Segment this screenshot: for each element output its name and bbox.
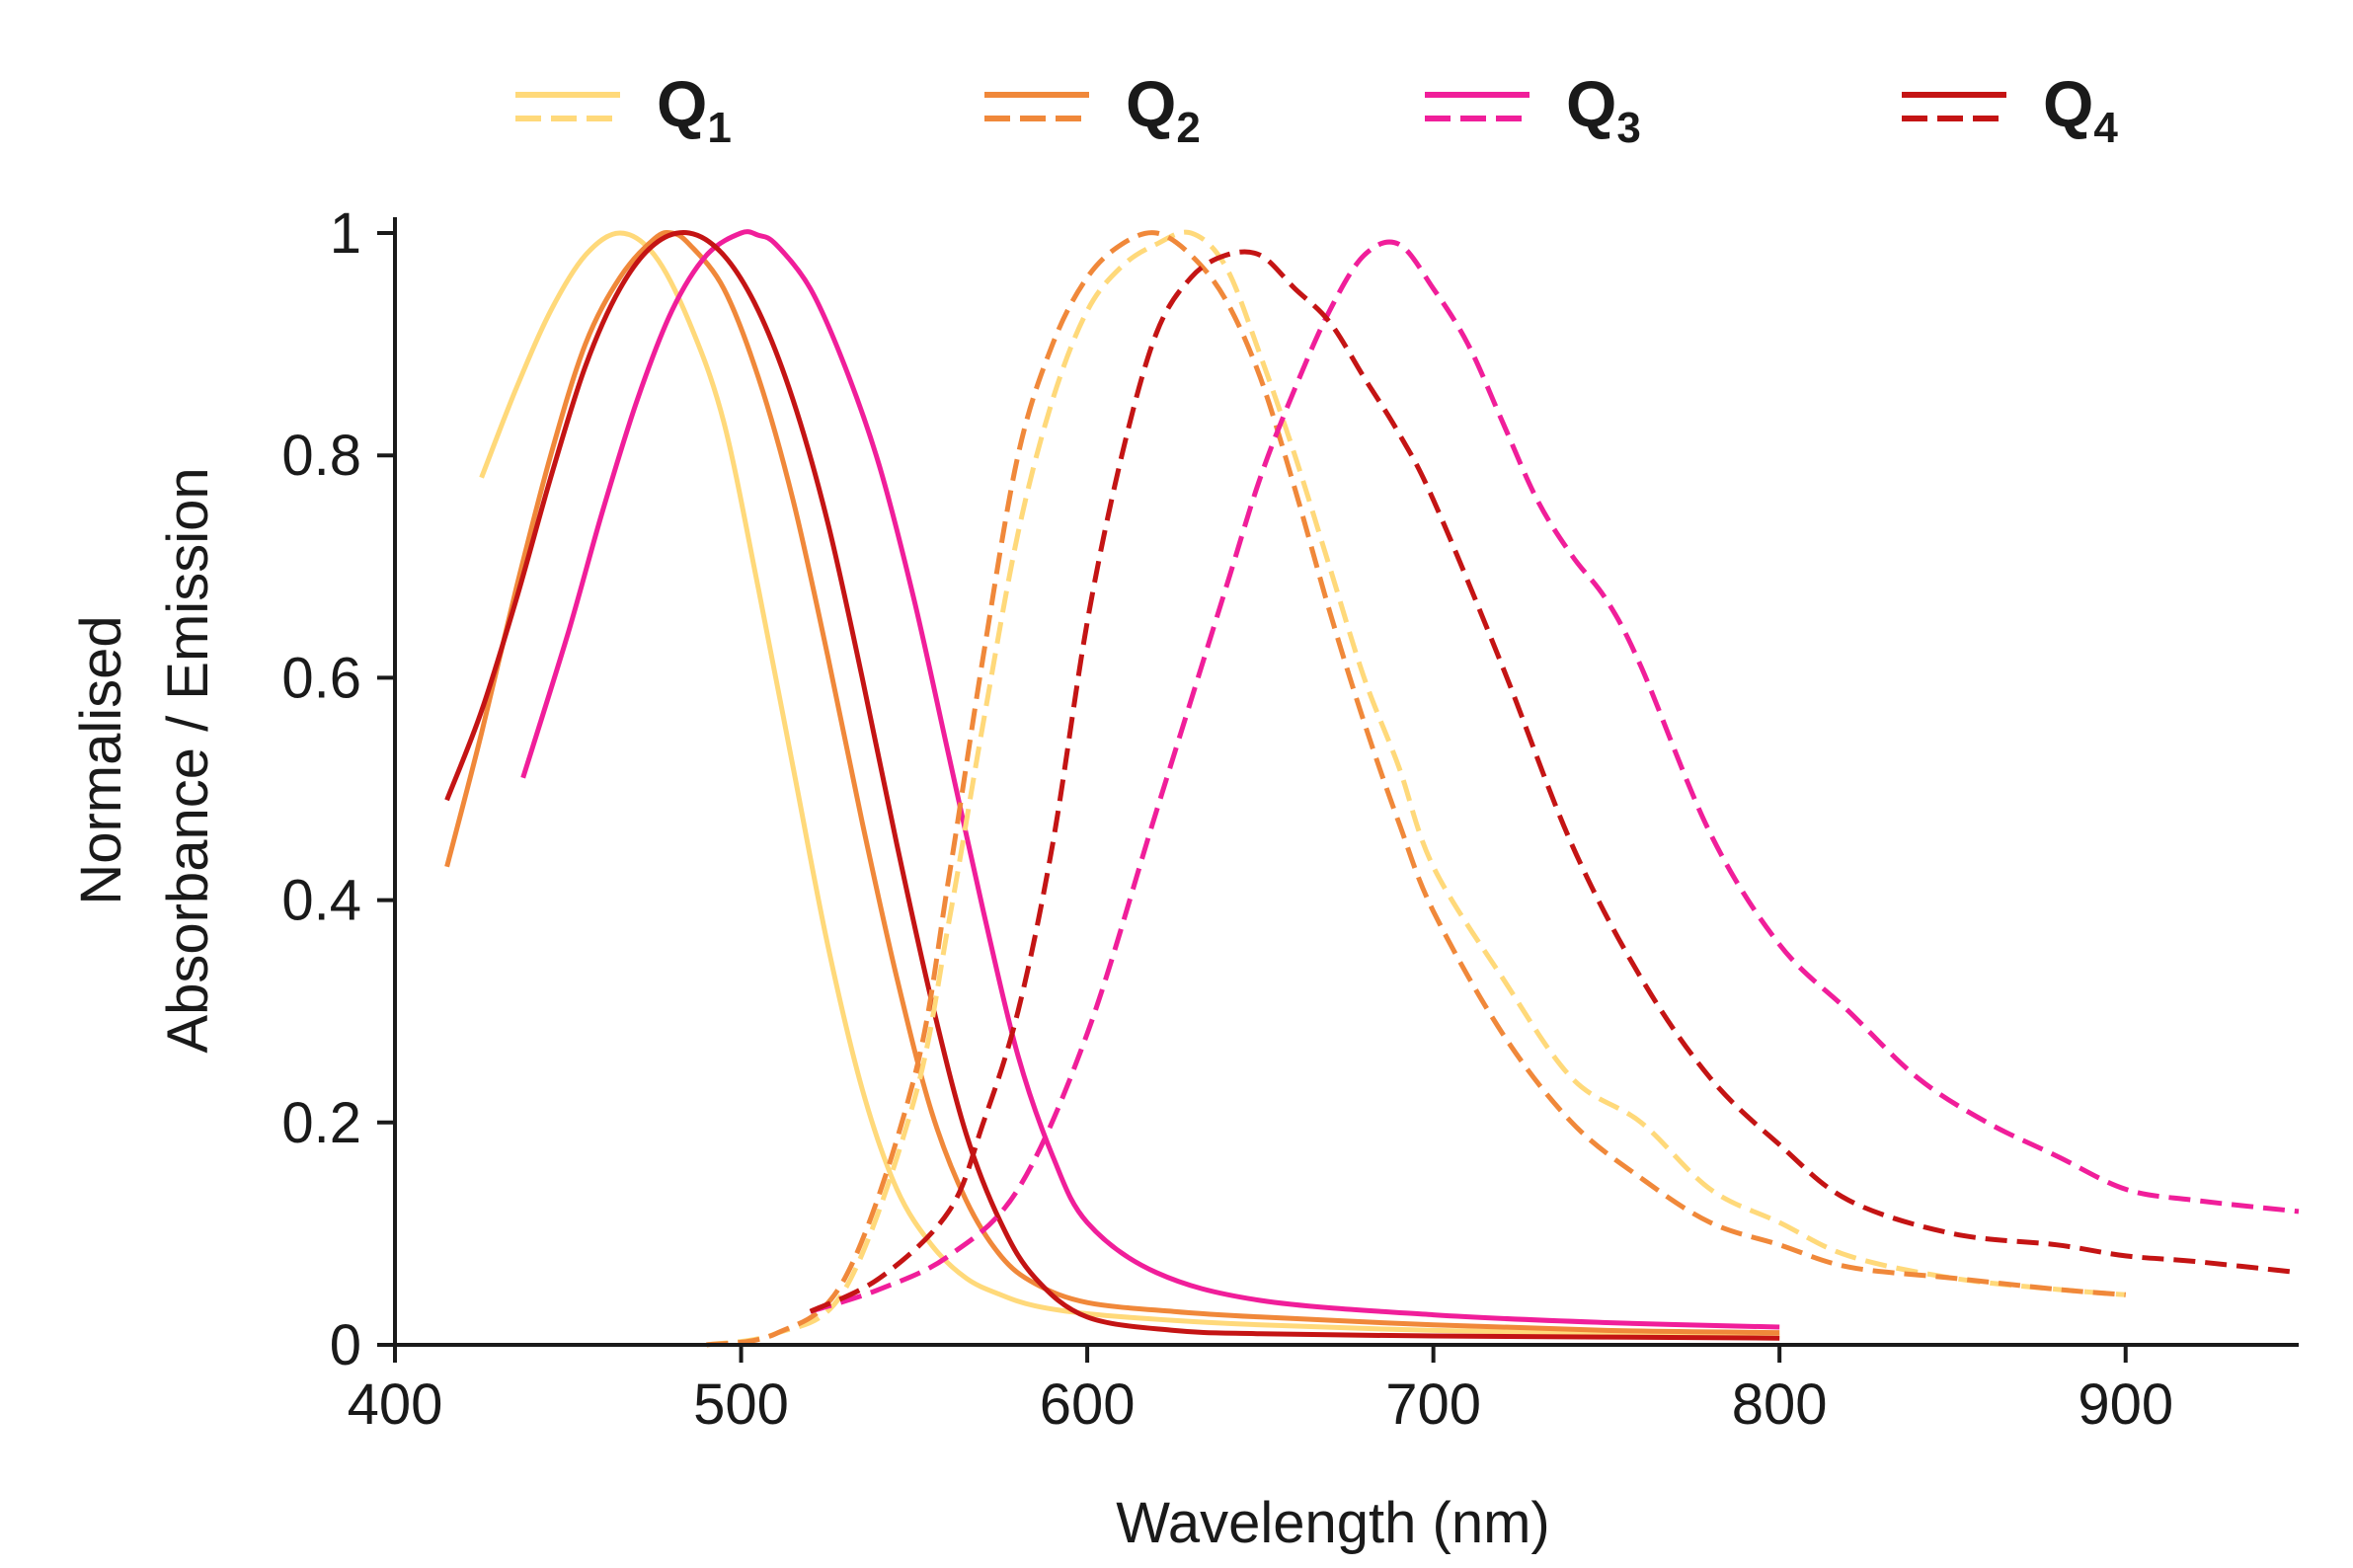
x-tick-label: 900	[2078, 1372, 2173, 1437]
y-axis-title-line1: Normalised	[69, 615, 133, 904]
series-line-q4-absorbance	[444, 230, 1780, 1341]
series-line-q1-absorbance	[479, 230, 1780, 1339]
x-tick-label: 600	[1040, 1372, 1136, 1437]
x-axis-title: Wavelength (nm)	[1116, 1491, 1549, 1555]
legend-label: Q3	[1566, 67, 1641, 152]
plot-area	[444, 229, 2300, 1348]
legend: Q1 Q2 Q3 Q4	[515, 67, 2118, 152]
series-line-q1-emission	[706, 229, 2126, 1348]
y-tick-label: 1	[330, 201, 361, 266]
x-tick-label: 800	[1732, 1372, 1828, 1437]
series-line-q3-emission	[809, 239, 2300, 1314]
legend-label: Q4	[2043, 67, 2118, 152]
y-tick-label: 0.2	[281, 1091, 361, 1155]
y-tick-label: 0	[330, 1313, 361, 1377]
series-line-q3-absorbance	[520, 229, 1780, 1330]
series-line-q4-emission	[809, 249, 2300, 1314]
y-axis-title-line2: Absorbance / Emission	[156, 467, 220, 1053]
legend-item-q1: Q1	[515, 67, 732, 152]
legend-item-q3: Q3	[1425, 67, 1641, 152]
x-tick-label: 500	[693, 1372, 789, 1437]
legend-label: Q2	[1126, 67, 1201, 152]
x-tick-label: 400	[348, 1372, 443, 1437]
y-tick-label: 0.6	[281, 646, 361, 710]
legend-item-q2: Q2	[984, 67, 1201, 152]
x-tick-label: 700	[1385, 1372, 1481, 1437]
x-ticks: 400 500 600 700 800 900	[348, 1345, 2173, 1437]
y-tick-label: 0.4	[281, 869, 361, 933]
series-line-q2-emission	[706, 230, 2126, 1348]
series-line-q2-absorbance	[444, 229, 1780, 1336]
y-tick-label: 0.8	[281, 424, 361, 488]
legend-label: Q1	[657, 67, 732, 152]
y-ticks: 0 0.2 0.4 0.6 0.8 1	[281, 201, 395, 1377]
legend-item-q4: Q4	[1902, 67, 2118, 152]
axes	[393, 217, 2299, 1347]
